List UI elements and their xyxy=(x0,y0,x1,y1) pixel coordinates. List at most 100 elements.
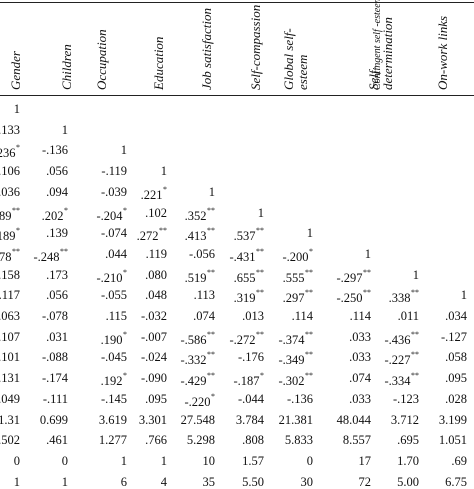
table-cell: .049 xyxy=(0,391,20,406)
table-cell: -.187* xyxy=(233,371,264,389)
column-header: Self-determination xyxy=(366,17,395,90)
table-cell: -.272** xyxy=(229,329,264,347)
column-header: Job satisfaction xyxy=(199,8,214,90)
table-cell: .69 xyxy=(451,453,467,468)
table-cell: .101 xyxy=(0,350,20,365)
table-cell: 1.31 xyxy=(0,412,20,427)
table-cell: -.278** xyxy=(0,246,20,265)
table-cell: 5.298 xyxy=(186,433,215,448)
table-cell: .655** xyxy=(233,267,264,285)
table-cell: -.119 xyxy=(101,164,127,179)
table-cell: 1 xyxy=(460,288,467,303)
table-cell: -.088 xyxy=(41,350,68,365)
table-cell: .114 xyxy=(291,309,313,323)
table-cell: 0 xyxy=(13,453,20,468)
table-cell: 6.75 xyxy=(445,474,467,489)
table-cell: 5.833 xyxy=(284,433,313,448)
table-cell: .461 xyxy=(46,433,68,448)
header-bottom-rule xyxy=(0,95,474,96)
table-cell: .031 xyxy=(46,329,68,344)
table-cell: 17 xyxy=(358,453,372,468)
table-cell: -.024 xyxy=(140,350,167,365)
table-cell: -.056 xyxy=(188,246,215,261)
table-cell: -.044 xyxy=(237,391,264,406)
table-cell: .139 xyxy=(46,226,68,241)
table-cell: -.090 xyxy=(140,371,167,386)
table-cell: 1 xyxy=(120,453,127,468)
table-cell: 1 xyxy=(61,474,68,489)
table-cell: .115 xyxy=(105,309,127,323)
table-cell: .338** xyxy=(388,288,419,306)
table-cell: .028 xyxy=(445,391,467,406)
table-cell: 27.548 xyxy=(180,412,215,427)
table-cell: -.032 xyxy=(140,309,167,323)
table-cell: -.200* xyxy=(282,246,313,265)
table-cell: -.334** xyxy=(384,371,419,389)
table-cell: 3.712 xyxy=(390,412,419,427)
table-cell: -.429** xyxy=(180,371,215,389)
table-cell: 1 xyxy=(160,164,167,179)
table-cell: .192* xyxy=(100,371,127,389)
column-header: Children xyxy=(59,44,74,90)
table-cell: 1 xyxy=(13,102,20,116)
table-cell: -.039 xyxy=(100,184,127,199)
table-cell: 6 xyxy=(120,474,127,489)
column-header: Occupation xyxy=(94,29,109,90)
table-cell: .158 xyxy=(0,267,20,282)
table-cell: 3.199 xyxy=(438,412,467,427)
table-cell: 1 xyxy=(364,246,371,261)
table-cell: .297** xyxy=(282,288,313,306)
table-cell: .289** xyxy=(0,205,20,223)
table-cell: .319** xyxy=(233,288,264,306)
table-cell: 1 xyxy=(412,267,419,282)
table-cell: 0.699 xyxy=(39,412,68,427)
table-cell: .102 xyxy=(145,205,167,220)
table-cell: .113 xyxy=(193,288,215,303)
table-cell: 5.00 xyxy=(397,474,419,489)
table-cell: .695 xyxy=(397,433,419,448)
table-cell: .133 xyxy=(0,122,20,137)
table-cell: .107 xyxy=(0,329,20,344)
table-cell: .119 xyxy=(145,246,167,261)
table-cell: 1 xyxy=(160,453,167,468)
column-header: On-work links xyxy=(435,15,450,90)
table-cell: -.176 xyxy=(237,350,264,365)
column-header: Self-compassion xyxy=(248,4,263,90)
column-header: Gender xyxy=(8,51,23,90)
table-cell: 1.70 xyxy=(397,453,419,468)
table-cell: 1 xyxy=(306,226,313,241)
table-cell: -.127 xyxy=(440,329,467,344)
table-cell: -.332** xyxy=(180,350,215,368)
table-cell: .272** xyxy=(136,226,167,244)
column-header: Education xyxy=(151,36,166,90)
table-cell: .013 xyxy=(242,309,264,323)
table-cell: 30 xyxy=(300,474,314,489)
table-cell: 1 xyxy=(61,122,68,137)
table-cell: .413** xyxy=(184,226,215,244)
table-cell: .190* xyxy=(100,329,127,347)
table-cell: .033 xyxy=(349,329,371,344)
table-cell: -.431** xyxy=(229,246,264,265)
table-cell: .189* xyxy=(0,226,20,244)
table-cell: -.045 xyxy=(100,350,127,365)
table-cell: .074 xyxy=(349,371,371,386)
table-cell: .117 xyxy=(0,288,20,303)
table-cell: 3.301 xyxy=(138,412,167,427)
table-cell: -.136 xyxy=(41,143,68,158)
column-header: Global self-esteem xyxy=(281,28,310,90)
table-cell: -.436** xyxy=(384,329,419,347)
table-cell: .114 xyxy=(349,309,371,323)
table-cell: .033 xyxy=(349,391,371,406)
table-cell: 1.277 xyxy=(98,433,127,448)
table-cell: .095 xyxy=(445,371,467,386)
header-top-rule xyxy=(0,2,474,3)
table-cell: .106 xyxy=(0,164,20,179)
table-cell: .766 xyxy=(145,433,167,448)
table-cell: .044 xyxy=(105,246,127,261)
table-cell: .033 xyxy=(349,350,371,365)
table-cell: -.007 xyxy=(140,329,167,344)
table-cell: -.078 xyxy=(41,309,68,323)
table-cell: .011 xyxy=(397,309,419,323)
table-cell: -.111 xyxy=(42,391,68,406)
